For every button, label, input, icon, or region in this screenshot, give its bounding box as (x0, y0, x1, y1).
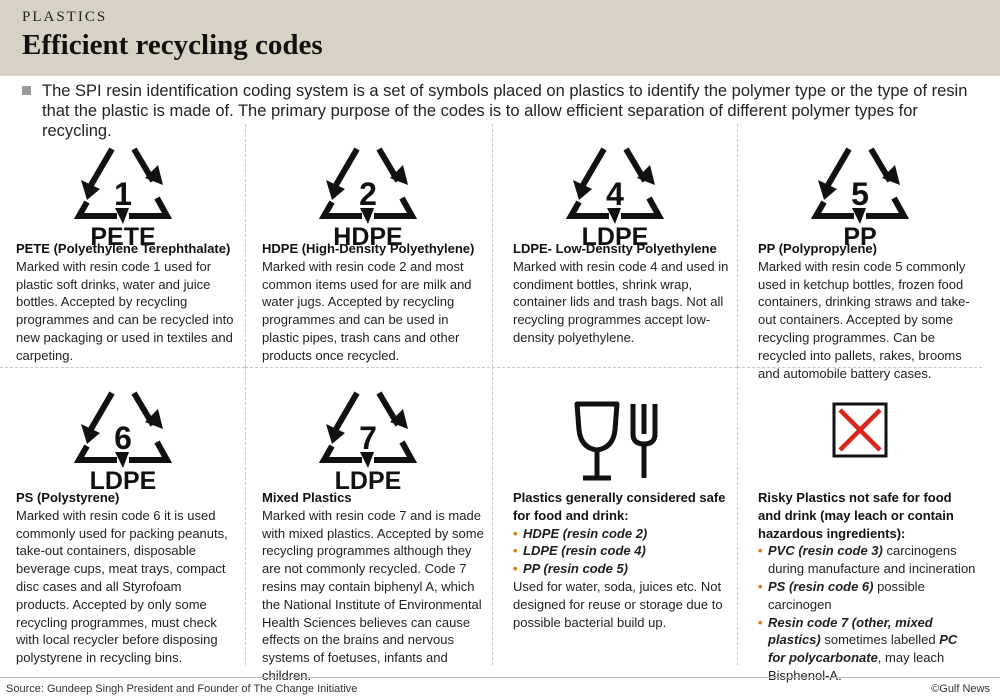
list-item: • PS (resin code 6) possible carcinogen (758, 578, 925, 612)
code-text: Marked with resin code 7 and is made wit… (262, 507, 484, 683)
code-name: PS (Polystyrene) (16, 490, 120, 505)
list-item: • PVC (resin code 3) carcinogens during m… (758, 543, 976, 577)
safe-list: • HDPE (resin code 2) • LDPE (resin code 4… (513, 525, 733, 578)
code-description: HDPE (High-Density Polyethylene) Marked … (262, 240, 484, 365)
resin-number: 4 (606, 176, 624, 212)
resin-label: HDPE (333, 223, 402, 248)
recycle-triangle-icon: 1 PETE (53, 128, 193, 248)
source-credit: Source: Gundeep Singh President and Foun… (6, 683, 358, 695)
intro-text: The SPI resin identification coding syst… (42, 82, 968, 140)
risky-plastics-card: Risky Plastics not safe for food and dri… (737, 367, 982, 683)
safe-note: Used for water, soda, juices etc. Not de… (513, 578, 723, 630)
code-card-2: 2 HDPE HDPE (High-Density Polyethylene) … (245, 124, 490, 367)
risky-plastics-text: Risky Plastics not safe for food and dri… (758, 489, 978, 685)
list-item: • PP (resin code 5) (513, 561, 628, 577)
risky-list: • PVC (resin code 3) carcinogens during m… (758, 542, 978, 684)
orange-bullet-icon: • (758, 578, 763, 594)
red-x-icon (790, 372, 930, 492)
resin-label: LDPE (89, 467, 156, 492)
copyright-credit: ©Gulf News (931, 683, 990, 695)
orange-bullet-icon: • (758, 543, 763, 559)
resin-label: PP (843, 223, 876, 248)
orange-bullet-icon: • (513, 525, 518, 541)
resin-number: 2 (359, 176, 377, 212)
recycle-triangle-icon: 6 LDPE (53, 372, 193, 492)
code-card-6: 6 LDPE PS (Polystyrene) Marked with resi… (0, 367, 245, 665)
footer: Source: Gundeep Singh President and Foun… (0, 677, 1000, 700)
orange-bullet-icon: • (758, 614, 763, 630)
list-item: • LDPE (resin code 4) (513, 543, 646, 559)
code-text: Marked with resin code 2 and most common… (262, 258, 472, 363)
recycle-triangle-icon: 7 LDPE (298, 372, 438, 492)
resin-label: LDPE (582, 223, 649, 248)
recycle-triangle-icon: 2 HDPE (298, 128, 438, 248)
code-name: PP (Polypropylene) (758, 241, 877, 256)
code-name: Mixed Plastics (262, 490, 352, 505)
code-description: PETE (Polyethylene Terephthalate) Marked… (16, 240, 238, 365)
code-card-7: 7 LDPE Mixed Plastics Marked with resin … (245, 367, 490, 683)
section-kicker: PLASTICS (22, 9, 108, 25)
code-description: LDPE- Low-Density Polyethylene Marked wi… (513, 240, 733, 347)
code-text: Marked with resin code 1 used for plasti… (16, 258, 234, 363)
code-card-1: 1 PETE PETE (Polyethylene Terephthalate)… (0, 124, 245, 367)
header-band: PLASTICS Efficient recycling codes (0, 0, 1000, 76)
code-card-5: 5 PP PP (Polypropylene) Marked with resi… (737, 124, 982, 381)
safe-plastics-card: Plastics generally considered safe for f… (492, 367, 737, 665)
code-description: PS (Polystyrene) Marked with resin code … (16, 489, 238, 667)
risky-heading: Risky Plastics not safe for food and dri… (758, 490, 954, 541)
page-title: Efficient recycling codes (22, 29, 323, 61)
resin-number: 5 (851, 176, 869, 212)
code-name: LDPE- Low-Density Polyethylene (513, 241, 717, 256)
safe-heading: Plastics generally considered safe for f… (513, 490, 726, 523)
square-bullet-icon (22, 86, 31, 95)
safe-plastics-text: Plastics generally considered safe for f… (513, 489, 733, 631)
code-description: Mixed Plastics Marked with resin code 7 … (262, 489, 484, 685)
resin-number: 6 (114, 420, 132, 456)
orange-bullet-icon: • (513, 543, 518, 559)
code-name: PETE (Polyethylene Terephthalate) (16, 241, 231, 256)
code-description: PP (Polypropylene) Marked with resin cod… (758, 240, 978, 382)
code-text: Marked with resin code 5 commonly used i… (758, 258, 970, 381)
resin-number: 7 (359, 420, 377, 456)
list-item: • Resin code 7 (other, mixed plastics) so… (758, 614, 958, 683)
glass-fork-icon (545, 372, 685, 492)
code-text: Marked with resin code 4 and used in con… (513, 258, 729, 345)
orange-bullet-icon: • (513, 561, 518, 577)
resin-label: PETE (90, 223, 155, 248)
code-name: HDPE (High-Density Polyethylene) (262, 241, 475, 256)
code-text: Marked with resin code 6 it is used comm… (16, 507, 228, 666)
recycle-triangle-icon: 4 LDPE (545, 128, 685, 248)
code-card-4: 4 LDPE LDPE- Low-Density Polyethylene Ma… (492, 124, 737, 367)
resin-number: 1 (114, 176, 132, 212)
recycle-triangle-icon: 5 PP (790, 128, 930, 248)
list-item: • HDPE (resin code 2) (513, 525, 648, 541)
resin-label: LDPE (335, 467, 402, 492)
